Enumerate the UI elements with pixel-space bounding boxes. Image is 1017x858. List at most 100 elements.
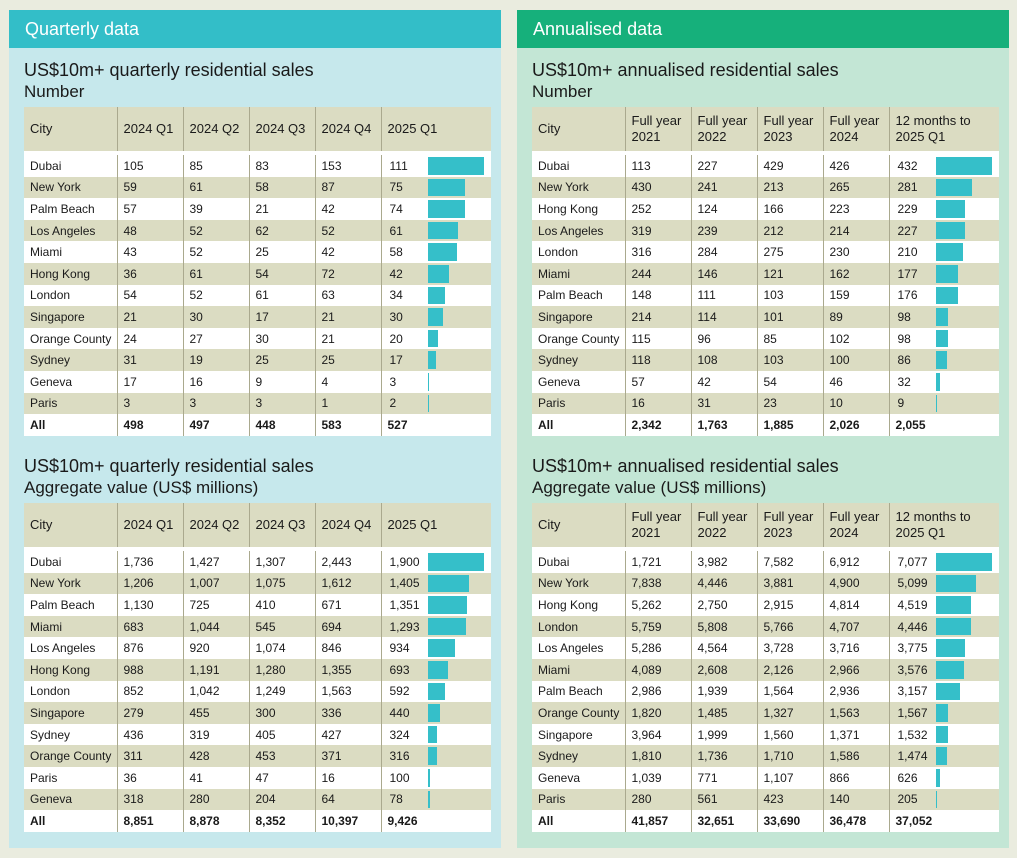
latest-value: 432 [898, 159, 918, 173]
latest-value: 1,900 [390, 555, 420, 569]
table-row: Sydney 31 19 25 25 17 [24, 349, 491, 371]
value-cell: 16 [315, 767, 381, 789]
table-row: Paris 3 3 3 1 2 [24, 393, 491, 415]
value-cell: 227 [691, 155, 757, 177]
latest-cell: 100 [381, 767, 491, 789]
city-cell: Los Angeles [24, 220, 117, 242]
column-header: City [532, 107, 625, 151]
value-bar [936, 618, 971, 636]
value-cell: 316 [625, 241, 691, 263]
total-value: 8,352 [249, 810, 315, 832]
table-row: Singapore 214 114 101 89 98 [532, 306, 999, 328]
table-row: Hong Kong 5,262 2,750 2,915 4,814 4,519 [532, 594, 999, 616]
value-cell: 103 [757, 349, 823, 371]
latest-cell: 626 [889, 767, 999, 789]
value-cell: 1,721 [625, 551, 691, 573]
value-cell: 1,710 [757, 745, 823, 767]
latest-cell: 5,099 [889, 573, 999, 595]
latest-value: 7,077 [898, 555, 928, 569]
latest-value: 281 [898, 180, 918, 194]
value-cell: 100 [823, 349, 889, 371]
latest-value: 3,157 [898, 684, 928, 698]
data-table: City 2024 Q1 2024 Q2 2024 Q3 2024 Q4 2025 Q1 D… [24, 503, 491, 832]
value-cell: 46 [823, 371, 889, 393]
column-header: 2024 Q1 [117, 503, 183, 547]
total-row: All 8,851 8,878 8,352 10,397 9,426 [24, 810, 491, 832]
value-bar [936, 639, 966, 657]
value-cell: 694 [315, 616, 381, 638]
latest-value: 9 [898, 396, 905, 410]
value-bar [428, 157, 484, 175]
city-cell: New York [24, 177, 117, 199]
value-bar [428, 200, 465, 218]
latest-cell: 229 [889, 198, 999, 220]
latest-cell: 592 [381, 681, 491, 703]
value-bar [428, 351, 437, 369]
value-cell: 25 [249, 349, 315, 371]
table-row: Geneva 318 280 204 64 78 [24, 789, 491, 811]
latest-cell: 176 [889, 285, 999, 307]
column-header: Full year 2022 [691, 107, 757, 151]
total-value: 41,857 [625, 810, 691, 832]
latest-cell: 316 [381, 745, 491, 767]
header-row: City Full year 2021 Full year 2022 Full yea… [532, 503, 999, 547]
value-cell: 16 [183, 371, 249, 393]
city-cell: Miami [532, 263, 625, 285]
value-cell: 3,982 [691, 551, 757, 573]
latest-value: 98 [898, 332, 911, 346]
latest-cell: 9 [889, 393, 999, 415]
value-cell: 545 [249, 616, 315, 638]
latest-value: 1,351 [390, 598, 420, 612]
total-value: 9,426 [381, 810, 491, 832]
value-cell: 7,582 [757, 551, 823, 573]
value-cell: 423 [757, 789, 823, 811]
value-cell: 1,280 [249, 659, 315, 681]
value-bar [428, 661, 448, 679]
table-row: Palm Beach 148 111 103 159 176 [532, 285, 999, 307]
table-row: Dubai 1,721 3,982 7,582 6,912 7,077 [532, 551, 999, 573]
value-cell: 25 [315, 349, 381, 371]
value-bar [936, 791, 938, 809]
table-row: Dubai 105 85 83 153 111 [24, 155, 491, 177]
value-cell: 1,042 [183, 681, 249, 703]
value-cell: 30 [249, 328, 315, 350]
table-row: Paris 36 41 47 16 100 [24, 767, 491, 789]
table-row: Miami 43 52 25 42 58 [24, 241, 491, 263]
table-row: Orange County 311 428 453 371 316 [24, 745, 491, 767]
value-bar [936, 200, 966, 218]
latest-cell: 1,405 [381, 573, 491, 595]
table-row: Sydney 118 108 103 100 86 [532, 349, 999, 371]
total-label: All [24, 414, 117, 436]
value-cell: 230 [823, 241, 889, 263]
latest-cell: 440 [381, 702, 491, 724]
section-subtitle: Aggregate value (US$ millions) [532, 477, 999, 498]
table-row: Hong Kong 252 124 166 223 229 [532, 198, 999, 220]
value-cell: 72 [315, 263, 381, 285]
latest-value: 316 [390, 749, 410, 763]
value-cell: 223 [823, 198, 889, 220]
total-value: 37,052 [889, 810, 999, 832]
city-cell: Sydney [532, 349, 625, 371]
value-bar [428, 395, 430, 413]
table-row: Singapore 279 455 300 336 440 [24, 702, 491, 724]
value-cell: 54 [757, 371, 823, 393]
latest-value: 440 [390, 706, 410, 720]
latest-value: 3,576 [898, 663, 928, 677]
latest-value: 61 [390, 224, 403, 238]
value-cell: 319 [625, 220, 691, 242]
value-cell: 1,307 [249, 551, 315, 573]
value-bar [936, 769, 941, 787]
column-header: 2024 Q4 [315, 503, 381, 547]
value-bar [936, 683, 961, 701]
column-header: City [532, 503, 625, 547]
latest-value: 4,519 [898, 598, 928, 612]
city-cell: London [24, 681, 117, 703]
data-table: City Full year 2021 Full year 2022 Full yea… [532, 107, 999, 436]
table-row: Paris 16 31 23 10 9 [532, 393, 999, 415]
latest-value: 229 [898, 202, 918, 216]
value-cell: 1,355 [315, 659, 381, 681]
city-cell: Singapore [532, 306, 625, 328]
value-cell: 61 [249, 285, 315, 307]
value-cell: 148 [625, 285, 691, 307]
latest-cell: 1,351 [381, 594, 491, 616]
